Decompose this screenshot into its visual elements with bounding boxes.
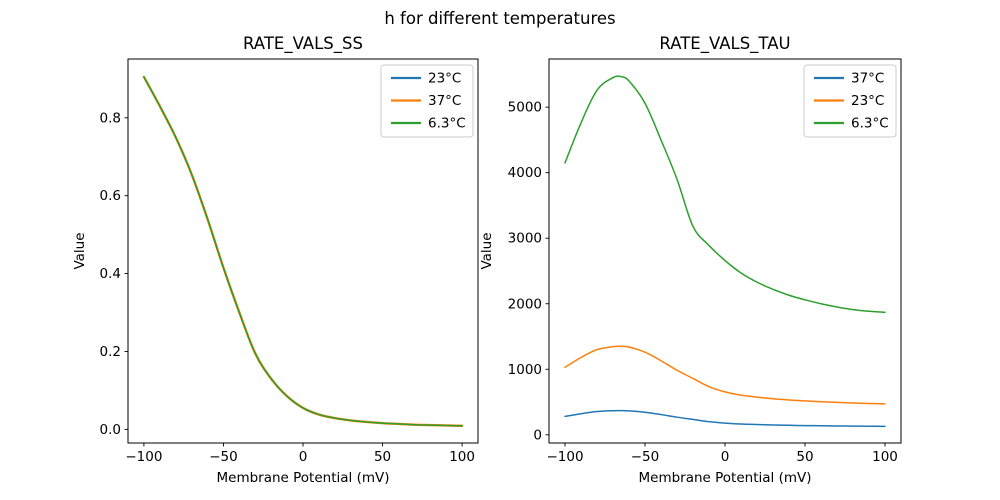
y-tick-label: 3000	[508, 231, 542, 247]
legend-label: 6.3°C	[851, 116, 889, 132]
legend: 23°C 37°C 6.3°C	[380, 64, 474, 138]
series-line-6.3°C	[143, 76, 463, 427]
subplot-title-tau: RATE_VALS_TAU	[659, 34, 790, 54]
y-tick-label: 0.8	[100, 110, 121, 126]
y-tick-label: 0.6	[100, 188, 121, 204]
x-axis-label: Membrane Potential (mV)	[216, 470, 389, 486]
y-axis-label: Value	[479, 232, 495, 269]
y-tick-label: 0.0	[100, 422, 121, 438]
y-tick-label: 0.4	[100, 266, 121, 282]
legend-box	[803, 64, 897, 138]
legend-label: 23°C	[851, 93, 884, 109]
legend-label: 37°C	[851, 71, 884, 87]
x-tick-label: 100	[872, 449, 898, 465]
y-tick-label: 5000	[508, 100, 542, 116]
x-axis-label: Membrane Potential (mV)	[638, 470, 811, 486]
x-tick-label: 0	[721, 449, 730, 465]
series-line-23°C	[564, 345, 886, 405]
x-tick-label: 0	[299, 449, 308, 465]
y-tick-label: 4000	[508, 165, 542, 181]
legend-label: 37°C	[428, 93, 461, 109]
x-tick-label: 100	[449, 449, 475, 465]
subplot-title-ss: RATE_VALS_SS	[243, 34, 363, 54]
x-tick-label: −100	[125, 449, 162, 465]
x-tick-label: −50	[209, 449, 238, 465]
y-tick-label: 2000	[508, 296, 542, 312]
series-line-6.3°C	[564, 75, 886, 314]
x-tick-label: 50	[796, 449, 813, 465]
y-tick-label: 0	[533, 427, 542, 443]
x-tick-label: 50	[374, 449, 391, 465]
subplot-tau: −100 −50 0 50 100010002000300040005000RATE_V…	[479, 34, 902, 486]
subplot-ss: −100 −50 0 50 100 0.0 0.2 0.4 0.6 0.8 RATE_VALS_SS…	[72, 34, 479, 486]
y-tick-label: 1000	[508, 362, 542, 378]
x-tick-label: −100	[546, 449, 583, 465]
legend: 37°C 23°C 6.3°C	[803, 64, 897, 138]
legend-box	[380, 64, 474, 138]
y-axis-label: Value	[72, 232, 88, 269]
x-tick-label: −50	[631, 449, 660, 465]
legend-label: 23°C	[428, 71, 461, 87]
series-line-37°C	[564, 409, 886, 428]
legend-label: 6.3°C	[428, 116, 466, 132]
y-tick-label: 0.2	[100, 344, 121, 360]
